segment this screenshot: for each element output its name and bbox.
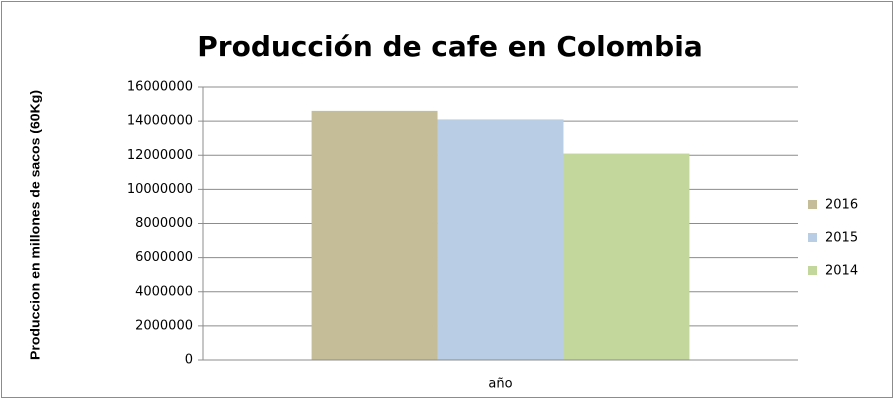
y-tick-label: 2000000 xyxy=(135,318,193,333)
legend-swatch xyxy=(808,200,817,209)
legend-swatch xyxy=(808,233,817,242)
y-tick-label: 14000000 xyxy=(127,114,193,129)
legend-label: 2015 xyxy=(825,231,858,246)
bar xyxy=(563,153,690,360)
legend-label: 2016 xyxy=(825,198,858,213)
y-tick-label: 8000000 xyxy=(135,216,193,231)
chart-title: Producción de cafe en Colombia xyxy=(197,30,702,63)
x-tick-label: año xyxy=(488,377,512,392)
y-tick-label: 12000000 xyxy=(127,148,193,163)
bar xyxy=(311,110,438,360)
y-tick-label: 4000000 xyxy=(135,284,193,299)
y-tick-label: 6000000 xyxy=(135,250,193,265)
bar xyxy=(437,119,564,360)
y-tick-label: 0 xyxy=(185,353,193,368)
y-tick-label: 16000000 xyxy=(127,80,193,95)
legend-label: 2014 xyxy=(825,264,858,279)
y-tick-label: 10000000 xyxy=(127,182,193,197)
legend-swatch xyxy=(808,266,817,275)
y-axis-label: Produccion en millones de sacos (60Kg) xyxy=(27,90,42,360)
